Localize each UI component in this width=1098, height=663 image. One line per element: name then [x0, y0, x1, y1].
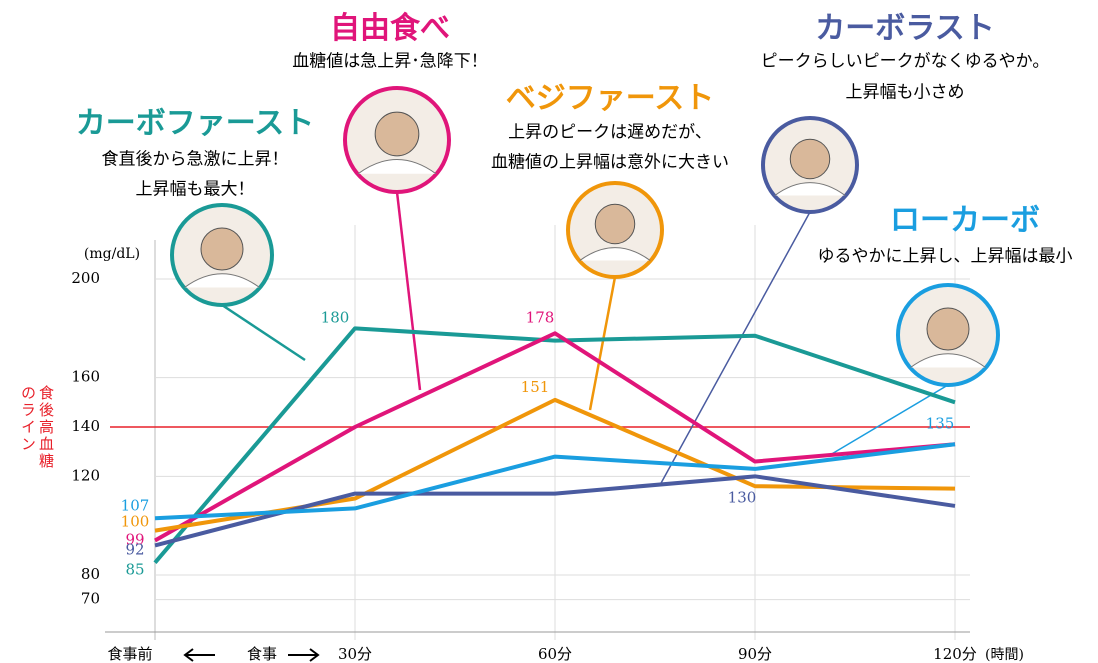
chart: 70 80 120 140 160 200 (mg/dL) 食後高血糖のライン食事前 30分 60… — [0, 0, 1098, 663]
y-tick-label: 160 — [71, 368, 100, 386]
annotation-text: 血糖値の上昇幅は意外に大きい — [491, 153, 729, 173]
y-tick-label: 70 — [81, 590, 100, 608]
data-label: 135 — [926, 414, 955, 432]
series-title: 自由食べ — [330, 11, 450, 46]
annotation-text: 上昇幅も最大！ — [136, 180, 255, 200]
y-tick-label: 120 — [71, 466, 100, 484]
data-label: 107 — [121, 496, 150, 514]
x-tick-label: 90分 — [738, 645, 772, 663]
x-tick-label: 120分 — [933, 645, 977, 663]
data-label: 100 — [121, 513, 150, 531]
series-title: カーボファースト — [76, 106, 315, 141]
annotation-text: ピークらしいピークがなくゆるやか。 — [761, 52, 1050, 72]
annotation-text: 上昇のピークは遅めだが、 — [508, 123, 712, 143]
y-tick-label: 80 — [81, 565, 100, 583]
arrow — [288, 649, 318, 661]
portrait-head — [201, 228, 243, 270]
arrow — [185, 649, 215, 661]
annotation-text: 上昇幅も小さめ — [846, 83, 965, 103]
annotation-text: ゆるやかに上昇し、上昇幅は最小 — [818, 247, 1073, 267]
x-tick-label: 30分 — [338, 645, 372, 663]
series-title: ローカーボ — [890, 203, 1040, 238]
leader-line — [590, 277, 615, 410]
meal-label: 食事 — [247, 645, 277, 663]
series-title: ベジファースト — [506, 81, 715, 116]
annotation-text: 食直後から急激に上昇！ — [102, 150, 289, 170]
data-label: 151 — [521, 378, 550, 396]
series-title: カーボラスト — [815, 11, 994, 46]
data-label: 130 — [728, 488, 757, 506]
y-tick-label: 140 — [71, 417, 100, 435]
y-tick-label: 200 — [71, 269, 100, 287]
portrait-head — [927, 308, 969, 350]
threshold-label: 食後高血糖のライン — [19, 385, 55, 468]
x-tick-label: 食事前 — [107, 645, 152, 663]
portrait-head — [595, 204, 634, 243]
leader-line — [397, 192, 420, 390]
leader-line — [222, 305, 305, 360]
y-axis-label: (mg/dL) — [84, 246, 140, 262]
portrait-head — [375, 112, 419, 156]
annotation-text: 血糖値は急上昇･急降下！ — [292, 52, 488, 72]
data-label: 85 — [125, 561, 144, 579]
x-tick-label: 60分 — [538, 645, 572, 663]
data-label: 92 — [125, 540, 144, 558]
data-label: 180 — [321, 308, 350, 326]
data-label: 178 — [526, 308, 555, 326]
x-axis-label: (時間) — [985, 647, 1024, 663]
portrait-head — [790, 139, 829, 178]
